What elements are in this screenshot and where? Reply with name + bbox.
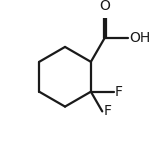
Text: F: F (103, 104, 111, 118)
Text: O: O (99, 0, 110, 13)
Text: F: F (115, 85, 123, 99)
Text: OH: OH (129, 31, 151, 45)
